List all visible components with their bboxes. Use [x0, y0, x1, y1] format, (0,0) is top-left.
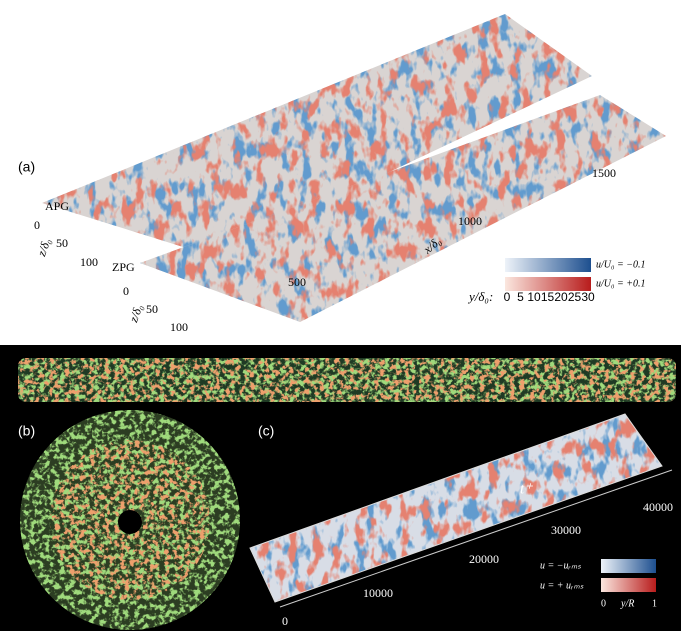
- legend-tick: 0: [601, 598, 606, 609]
- panel-label: (a): [18, 159, 35, 175]
- z-tick: 100: [80, 255, 98, 269]
- pipe-strip-red: [18, 358, 676, 402]
- legend-label: u/U₀ = −0.1: [596, 259, 645, 270]
- legend-label: u/U₀ = +0.1: [596, 278, 645, 289]
- figure: (a) APG ZPG 0 50 100 z/δ₀ 0 50 100 z/δ₀ …: [0, 0, 681, 631]
- y-legend-tick: 10: [527, 290, 541, 304]
- pipe-center: [118, 510, 142, 534]
- t-axis-label: t⁺: [520, 481, 533, 497]
- t-tick: 30000: [551, 523, 581, 537]
- panel-label: (b): [18, 423, 35, 439]
- legend-label: u = −uᵣₘₛ: [540, 560, 581, 571]
- t-tick: 10000: [363, 586, 393, 600]
- x-tick: 500: [288, 275, 306, 289]
- z-tick: 50: [146, 302, 158, 316]
- zpg-label: ZPG: [112, 260, 135, 274]
- x-tick: 1500: [592, 166, 616, 180]
- t-tick: 0: [282, 614, 288, 628]
- legend-blue: [601, 559, 656, 573]
- legend-red: [601, 578, 656, 592]
- t-tick: 40000: [643, 500, 673, 514]
- y-legend-tick: 15: [541, 290, 555, 304]
- t-tick: 20000: [469, 552, 499, 566]
- legend-label: y/R: [620, 598, 634, 609]
- x-tick: 1000: [458, 214, 482, 228]
- z-tick: 100: [170, 320, 188, 334]
- legend-blue: [505, 258, 591, 272]
- z-tick: 0: [123, 284, 129, 298]
- z-tick: 50: [56, 236, 68, 250]
- y-legend-tick: 0: [504, 290, 511, 304]
- z-tick: 0: [34, 218, 40, 232]
- y-legend-tick: 20: [554, 290, 568, 304]
- legend-red: [505, 277, 591, 291]
- y-legend-label: y/δ₀:: [467, 289, 493, 304]
- y-legend-tick: 25: [568, 290, 582, 304]
- y-legend-tick: 5: [517, 290, 524, 304]
- legend-label: u = + uᵣₘₛ: [540, 580, 584, 591]
- y-legend-tick: 30: [581, 290, 595, 304]
- apg-label: APG: [45, 199, 69, 213]
- page: {"panel_a": {"label": "(a)", "apg": "APG…: [0, 0, 681, 631]
- legend-tick: 1: [652, 598, 657, 609]
- panel-label: (c): [258, 423, 274, 439]
